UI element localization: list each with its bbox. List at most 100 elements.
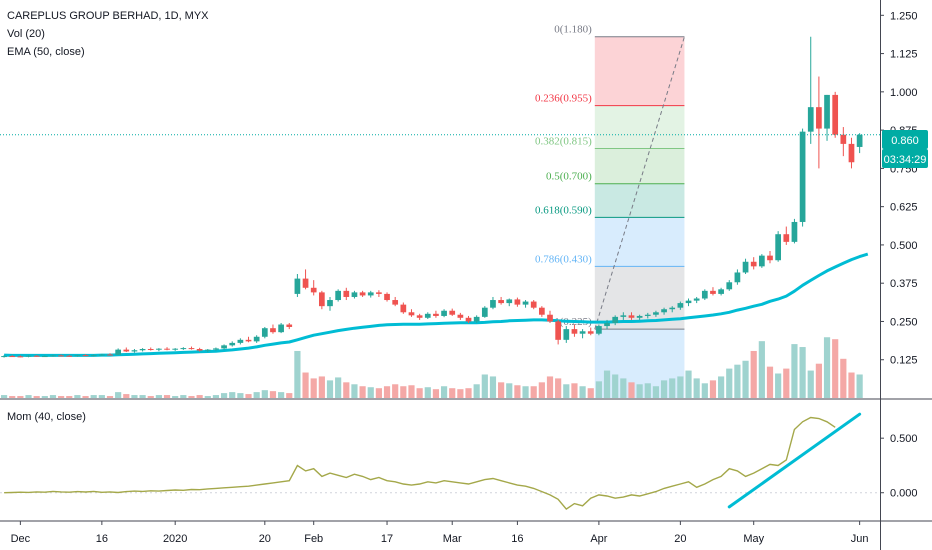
- candle-body: [17, 356, 24, 358]
- candle-body: [661, 309, 667, 313]
- volume-bar: [652, 386, 660, 398]
- legend-ema: EMA (50, close): [7, 46, 85, 58]
- candle-body: [424, 313, 431, 318]
- volume-bar: [750, 350, 757, 398]
- candle-body: [270, 328, 276, 333]
- fib-level-label: 0.786(0.430): [535, 253, 592, 265]
- last-price-badge: 0.860 03:34:29: [882, 130, 928, 168]
- volume-bar: [253, 392, 260, 398]
- candle-body: [848, 143, 855, 163]
- time-axis-label: 16: [511, 533, 523, 545]
- volume-bar: [612, 374, 619, 398]
- volume-bar: [775, 373, 782, 398]
- candle-body: [433, 313, 439, 316]
- candle-body: [481, 307, 488, 317]
- volume-bar: [546, 376, 554, 398]
- candle-body: [824, 94, 830, 129]
- candle-body: [498, 300, 504, 304]
- fib-zone: [594, 36, 685, 106]
- volume-bar: [302, 372, 309, 398]
- price-pane[interactable]: 0(1.180) 0.236(0.955) 0.382(0.815) 0.5(0.70…: [0, 24, 880, 398]
- candle-body: [131, 350, 138, 352]
- candle-body: [188, 348, 195, 350]
- volume-bar: [432, 389, 440, 398]
- volume-bar: [555, 378, 562, 398]
- candle-body: [734, 272, 741, 283]
- candle-body: [107, 354, 113, 356]
- volume-bar: [359, 386, 366, 398]
- candle-body: [416, 315, 423, 318]
- fib-zone: [594, 183, 685, 218]
- volume-bar: [473, 384, 480, 398]
- volume-bar: [408, 385, 415, 398]
- fib-zone: [594, 148, 685, 184]
- candle-body: [335, 290, 341, 301]
- candle-body: [310, 287, 317, 293]
- candle-body: [612, 316, 619, 323]
- candle-body: [759, 255, 765, 267]
- candle-body: [791, 221, 798, 242]
- volume-bar: [286, 393, 293, 398]
- volume-bar: [514, 385, 521, 398]
- volume-bar: [579, 386, 586, 398]
- volume-bar: [180, 395, 187, 398]
- candle-body: [41, 356, 48, 358]
- volume-bar: [587, 388, 594, 398]
- candle-body: [775, 234, 781, 261]
- volume-bar: [392, 384, 399, 398]
- candle-body: [832, 94, 839, 135]
- candle-body: [351, 292, 358, 297]
- momentum-pane[interactable]: [0, 412, 880, 511]
- candle-body: [74, 355, 81, 357]
- volume-bar: [709, 380, 717, 398]
- candle-body: [490, 300, 496, 308]
- candle-body: [261, 328, 268, 337]
- volume-bar: [669, 378, 676, 398]
- volume-bar: [49, 395, 57, 398]
- volume-bar: [25, 395, 32, 398]
- candle-body: [376, 292, 382, 294]
- candle-body: [139, 349, 146, 351]
- fib-level-label: 0.236(0.955): [535, 93, 592, 105]
- volume-bar: [465, 388, 472, 398]
- volume-bar: [416, 388, 423, 398]
- candle-body: [384, 293, 390, 301]
- volume-bar: [424, 387, 431, 398]
- volume-bar: [326, 380, 334, 398]
- volume-bar: [17, 396, 24, 398]
- candle-body: [90, 355, 97, 357]
- volume-bar: [278, 392, 285, 398]
- volume-bar: [685, 370, 692, 398]
- candle-body: [669, 307, 676, 310]
- volume-bar: [636, 384, 643, 398]
- volume-bar: [856, 374, 863, 398]
- fib-level-label: 0.5(0.700): [546, 171, 592, 183]
- volume-bar: [481, 374, 488, 398]
- candle-body: [253, 336, 260, 342]
- candle-body: [221, 345, 227, 349]
- volume-bar: [147, 396, 154, 398]
- price-axis-label: 1.250: [890, 10, 918, 22]
- candle-body: [571, 329, 578, 334]
- volume-bar: [9, 396, 16, 398]
- volume-bar: [693, 378, 700, 398]
- volume-bar: [726, 368, 733, 398]
- volume-bar: [628, 382, 635, 398]
- candle-body: [783, 234, 790, 242]
- candle-body: [50, 355, 56, 357]
- candle-body: [164, 348, 170, 350]
- candle-body: [294, 278, 301, 294]
- candle-body: [441, 310, 447, 316]
- volume-bar: [335, 377, 342, 398]
- candle-body: [302, 278, 309, 288]
- candle-body: [539, 307, 545, 315]
- candle-body: [156, 348, 162, 350]
- candle-body: [245, 339, 252, 342]
- volume-bar: [522, 386, 529, 398]
- volume-bar: [41, 396, 48, 398]
- price-axis-label: 0.500: [890, 240, 918, 252]
- volume-bar: [58, 396, 65, 398]
- volume-bar: [848, 372, 855, 398]
- volume-bar: [139, 395, 146, 398]
